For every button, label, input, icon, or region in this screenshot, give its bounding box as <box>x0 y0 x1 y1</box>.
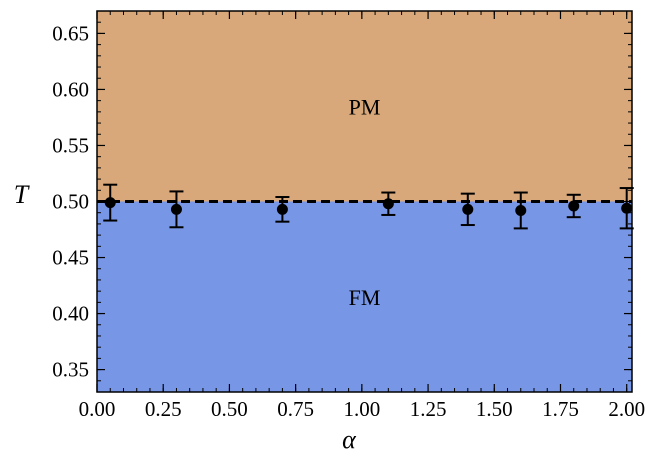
phase-regions: PM FM <box>97 11 632 392</box>
x-tick-label: 0.50 <box>211 397 248 421</box>
x-tick-label: 0.00 <box>79 397 116 421</box>
data-point-4 <box>462 203 474 215</box>
y-tick-label: 0.45 <box>52 246 89 270</box>
region-pm-fill <box>97 11 632 202</box>
data-points <box>103 183 634 230</box>
data-point-0 <box>104 197 116 209</box>
axis-labels: α T <box>14 180 357 454</box>
axis-ticks: 0.00 0.25 0.50 0.75 1.00 1.25 1.50 1.75 2.00 0.35… <box>52 10 645 421</box>
data-point-5 <box>515 204 527 216</box>
y-axis-label: T <box>14 180 30 209</box>
region-fm-label: FM <box>349 285 381 310</box>
region-fm-fill <box>97 201 632 392</box>
y-tick-label: 0.60 <box>52 77 89 101</box>
data-point-2 <box>276 203 288 215</box>
x-tick-label: 2.00 <box>608 397 645 421</box>
x-tick-label: 1.75 <box>542 397 579 421</box>
data-point-3 <box>382 198 394 210</box>
data-point-6 <box>568 200 580 212</box>
region-pm-label: PM <box>349 94 381 119</box>
y-tick-label: 0.50 <box>52 190 89 214</box>
x-tick-label: 1.50 <box>476 397 513 421</box>
data-point-1 <box>170 203 182 215</box>
y-tick-label: 0.65 <box>52 21 89 45</box>
x-tick-label: 0.25 <box>145 397 182 421</box>
x-axis-label: α <box>342 425 357 454</box>
data-point-7 <box>621 202 633 214</box>
y-tick-label: 0.40 <box>52 302 89 326</box>
x-tick-label: 1.00 <box>343 397 380 421</box>
y-tick-label: 0.55 <box>52 133 89 157</box>
x-tick-label: 0.75 <box>277 397 314 421</box>
x-tick-label: 1.25 <box>410 397 447 421</box>
y-tick-label: 0.35 <box>52 358 89 382</box>
